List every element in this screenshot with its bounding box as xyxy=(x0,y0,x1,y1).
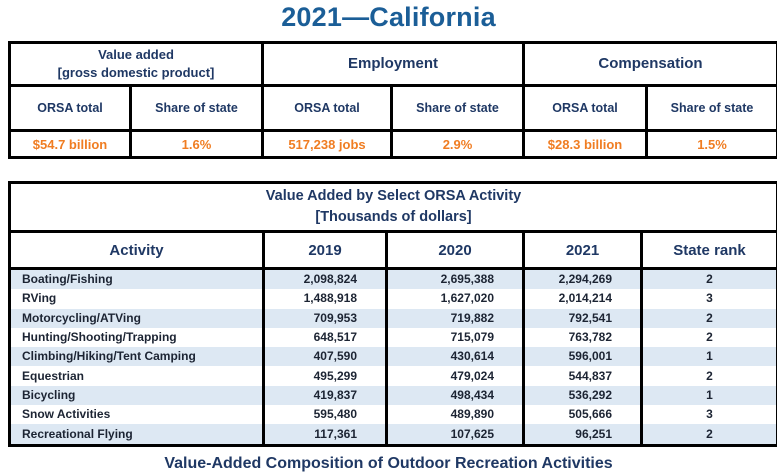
column-header-activity: Activity xyxy=(8,230,265,270)
value-2019-cell: 419,837 xyxy=(262,385,388,406)
value-2019-cell: 709,953 xyxy=(262,308,388,328)
value-2021-cell: 536,292 xyxy=(522,385,643,406)
group-header-value-added: Value added [gross domestic product] xyxy=(8,41,264,87)
subheader-share-of-state: Share of state xyxy=(389,84,526,132)
value-2020-cell: 719,882 xyxy=(385,308,525,328)
activity-cell: Snow Activities xyxy=(8,405,265,425)
group-header-line2: [gross domestic product] xyxy=(57,65,215,80)
activity-cell: Climbing/Hiking/Tent Camping xyxy=(8,347,265,367)
state-rank-cell: 3 xyxy=(640,405,777,425)
activity-table: Value Added by Select ORSA Activity [Tho… xyxy=(8,181,777,447)
summary-table: Value added [gross domestic product] Emp… xyxy=(8,41,777,159)
subheader-orsa-total: ORSA total xyxy=(8,84,132,132)
table-row: Bicycling 419,837 498,434 536,292 1 xyxy=(8,385,777,406)
compensation-total: $28.3 billion xyxy=(522,129,649,159)
compensation-share: 1.5% xyxy=(645,129,777,159)
value-2019-cell: 495,299 xyxy=(262,366,388,386)
page-title: 2021—California xyxy=(281,2,496,32)
summary-value-row: $54.7 billion 1.6% 517,238 jobs 2.9% $28… xyxy=(8,129,777,159)
activity-table-title: Value Added by Select ORSA Activity [Tho… xyxy=(8,181,777,233)
value-2020-cell: 107,625 xyxy=(385,424,525,447)
value-2021-cell: 2,014,214 xyxy=(522,289,643,309)
summary-group-header-row: Value added [gross domestic product] Emp… xyxy=(8,41,777,87)
subheader-share-of-state: Share of state xyxy=(645,84,777,132)
value-2021-cell: 544,837 xyxy=(522,366,643,386)
group-header-compensation: Compensation xyxy=(522,41,777,87)
group-header-employment: Employment xyxy=(260,41,526,87)
employment-total: 517,238 jobs xyxy=(261,129,393,159)
section-caption: Value-Added Composition of Outdoor Recre… xyxy=(164,455,613,472)
value-2021-cell: 505,666 xyxy=(522,405,643,425)
table-row: Boating/Fishing 2,098,824 2,695,388 2,29… xyxy=(8,268,777,290)
activity-table-title-row: Value Added by Select ORSA Activity [Tho… xyxy=(8,181,777,233)
table-row: Snow Activities 595,480 489,890 505,666 … xyxy=(8,405,777,425)
activity-cell: RVing xyxy=(8,289,265,309)
column-header-state-rank: State rank xyxy=(640,230,777,270)
column-header-2019: 2019 xyxy=(262,230,388,270)
value-2021-cell: 792,541 xyxy=(522,308,643,328)
state-rank-cell: 3 xyxy=(640,289,777,309)
table-row: Hunting/Shooting/Trapping 648,517 715,07… xyxy=(8,327,777,348)
activity-table-title-line1: Value Added by Select ORSA Activity xyxy=(265,188,522,204)
table-row: Climbing/Hiking/Tent Camping 407,590 430… xyxy=(8,347,777,367)
activity-cell: Recreational Flying xyxy=(8,424,265,447)
value-2019-cell: 117,361 xyxy=(262,424,388,447)
value-2019-cell: 648,517 xyxy=(262,327,388,348)
value-2020-cell: 2,695,388 xyxy=(385,268,525,290)
table-row: RVing 1,488,918 1,627,020 2,014,214 3 xyxy=(8,289,777,309)
activity-table-header-row: Activity 2019 2020 2021 State rank xyxy=(8,230,777,270)
table-row: Recreational Flying 117,361 107,625 96,2… xyxy=(8,424,777,447)
table-row: Equestrian 495,299 479,024 544,837 2 xyxy=(8,366,777,386)
summary-subheader-row: ORSA total Share of state ORSA total Sha… xyxy=(8,84,777,132)
state-rank-cell: 1 xyxy=(640,347,777,367)
value-2019-cell: 595,480 xyxy=(262,405,388,425)
activity-cell: Motorcycling/ATVing xyxy=(8,308,265,328)
state-rank-cell: 2 xyxy=(640,327,777,348)
column-header-2020: 2020 xyxy=(385,230,525,270)
state-rank-cell: 2 xyxy=(640,308,777,328)
value-added-total: $54.7 billion xyxy=(8,129,132,159)
activity-cell: Hunting/Shooting/Trapping xyxy=(8,327,265,348)
value-2020-cell: 479,024 xyxy=(385,366,525,386)
state-rank-cell: 2 xyxy=(640,366,777,386)
state-rank-cell: 2 xyxy=(640,424,777,447)
employment-share: 2.9% xyxy=(389,129,526,159)
column-header-2021: 2021 xyxy=(522,230,643,270)
value-2019-cell: 1,488,918 xyxy=(262,289,388,309)
value-2020-cell: 489,890 xyxy=(385,405,525,425)
value-2021-cell: 2,294,269 xyxy=(522,268,643,290)
state-rank-cell: 2 xyxy=(640,268,777,290)
value-2021-cell: 96,251 xyxy=(522,424,643,447)
activity-cell: Boating/Fishing xyxy=(8,268,265,290)
value-2020-cell: 1,627,020 xyxy=(385,289,525,309)
table-row: Motorcycling/ATVing 709,953 719,882 792,… xyxy=(8,308,777,328)
subheader-share-of-state: Share of state xyxy=(129,84,264,132)
state-rank-cell: 1 xyxy=(640,385,777,406)
value-2019-cell: 2,098,824 xyxy=(262,268,388,290)
activity-cell: Equestrian xyxy=(8,366,265,386)
activity-cell: Bicycling xyxy=(8,385,265,406)
value-2021-cell: 763,782 xyxy=(522,327,643,348)
value-2019-cell: 407,590 xyxy=(262,347,388,367)
value-2020-cell: 430,614 xyxy=(385,347,525,367)
activity-table-title-line2: [Thousands of dollars] xyxy=(315,209,472,225)
group-header-line1: Value added xyxy=(98,47,174,62)
value-2020-cell: 498,434 xyxy=(385,385,525,406)
value-2021-cell: 596,001 xyxy=(522,347,643,367)
value-2020-cell: 715,079 xyxy=(385,327,525,348)
subheader-orsa-total: ORSA total xyxy=(522,84,649,132)
subheader-orsa-total: ORSA total xyxy=(261,84,393,132)
value-added-share: 1.6% xyxy=(129,129,264,159)
